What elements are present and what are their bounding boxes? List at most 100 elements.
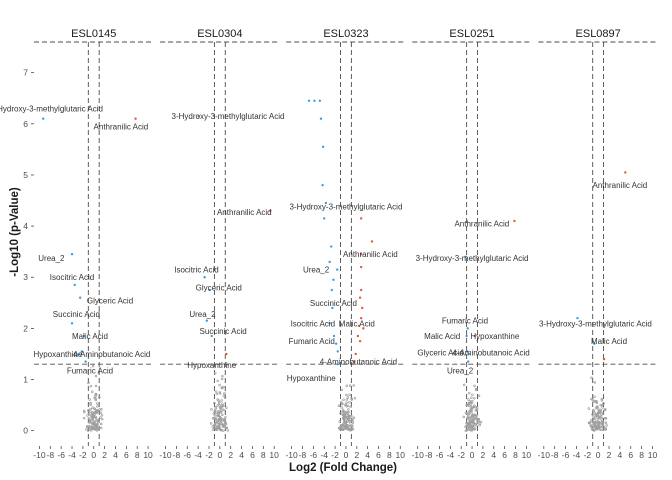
point-not-significant: [600, 418, 603, 421]
label-3-hydroxy-3-methylglutaric-acid: 3-Hydroxy-3-methylglutaric Acid: [172, 112, 285, 121]
point-not-significant: [350, 425, 353, 428]
x-tick-label: 8: [135, 450, 140, 460]
panel-esl0145: ESL0145 3-Hydroxy-3-methylglutaric Acid An…: [0, 28, 154, 460]
point-not-significant: [351, 420, 354, 423]
point-not-significant: [340, 402, 344, 405]
point-not-significant: [471, 425, 475, 429]
point-not-significant: [594, 425, 598, 429]
point-not-significant: [475, 414, 479, 417]
point-not-significant: [597, 427, 601, 430]
point-not-significant: [467, 398, 470, 401]
point-hypoxanthine: [225, 352, 228, 356]
point-not-significant: [348, 423, 351, 426]
point-urea-2: [70, 253, 74, 256]
point-not-significant: [476, 421, 480, 424]
point-not-significant: [340, 424, 344, 427]
point-not-significant: [346, 412, 350, 416]
x-tick-label: -8: [47, 450, 55, 460]
point-not-significant: [590, 397, 593, 401]
point-not-significant: [90, 421, 94, 425]
point-anthranilic-acid: [513, 219, 516, 223]
point-not-significant: [87, 420, 91, 424]
point-significant: [359, 316, 363, 320]
label-fumaric-acid: Fumaric Acid: [67, 366, 113, 375]
x-tick-label: -4: [573, 450, 581, 460]
point-significant: [332, 334, 336, 338]
y-tick-label: 3: [23, 272, 28, 282]
point-not-significant: [220, 377, 224, 381]
label-urea-2: Urea_2: [447, 366, 474, 375]
point-isocitric-acid: [73, 283, 76, 287]
x-tick-label: -2: [584, 450, 592, 460]
x-tick-label: 4: [618, 450, 623, 460]
point-not-significant: [219, 417, 223, 421]
point-not-significant: [217, 419, 221, 422]
label-4-aminobutanoic-acid: 4-Aminobutanoic Acid: [452, 348, 529, 357]
y-tick-label: 4: [23, 221, 28, 231]
point-significant: [319, 117, 323, 120]
point-not-significant: [350, 424, 354, 427]
point-not-significant: [216, 420, 219, 424]
x-tick-label: -8: [425, 450, 433, 460]
point-not-significant: [218, 392, 222, 395]
point-not-significant: [344, 415, 347, 419]
point-not-significant: [94, 426, 98, 429]
x-tick-label: 2: [607, 450, 612, 460]
point-not-significant: [85, 425, 89, 428]
point-not-significant: [87, 413, 91, 416]
point-not-significant: [340, 388, 344, 392]
point-not-significant: [223, 392, 226, 395]
panel-esl0897: ESL0897 Anthranilic Acid 3-Hydroxy-3-methy…: [538, 28, 658, 460]
point-3-hydroxy-3-methylglutaric-acid: [42, 117, 45, 120]
point-not-significant: [462, 383, 466, 387]
point-not-significant: [91, 427, 95, 431]
point-not-significant: [470, 409, 473, 412]
point-not-significant: [100, 408, 103, 411]
x-tick-label: 2: [481, 450, 486, 460]
x-tick-label: -6: [183, 450, 191, 460]
label-glyceric-acid: Glyceric Acid: [196, 283, 242, 292]
point-not-significant: [600, 428, 603, 432]
x-tick-label: -8: [551, 450, 559, 460]
point-not-significant: [348, 416, 351, 420]
y-tick-label: 2: [23, 323, 28, 333]
facet-panels: ESL0145 3-Hydroxy-3-methylglutaric Acid An…: [0, 28, 658, 460]
x-axis-title: Log2 (Fold Change): [289, 462, 397, 474]
point-not-significant: [89, 403, 92, 406]
point-not-significant: [94, 374, 98, 378]
point-not-significant: [91, 415, 95, 419]
x-tick-label: 6: [124, 450, 129, 460]
point-not-significant: [89, 407, 92, 411]
point-not-significant: [218, 415, 222, 419]
point-not-significant: [467, 413, 470, 417]
x-tick-label: -6: [57, 450, 65, 460]
point-not-significant: [603, 408, 606, 412]
point-not-significant: [347, 408, 350, 411]
point-succinic-acid: [210, 334, 213, 338]
point-not-significant: [92, 422, 95, 425]
label-fumaric-acid: Fumaric Acid: [289, 337, 335, 346]
x-tick-label: 10: [143, 450, 153, 460]
point-not-significant: [346, 418, 350, 422]
point-not-significant: [474, 414, 478, 417]
point-not-significant: [592, 415, 595, 418]
point-anthranilic-acid: [359, 253, 363, 256]
x-tick-label: 0: [217, 450, 222, 460]
point-3-hydroxy-3-methylglutaric-acid: [464, 255, 467, 258]
point-not-significant: [89, 402, 92, 405]
point-not-significant: [221, 374, 224, 378]
x-tick-label: -4: [194, 450, 202, 460]
point-fumaric-acid: [466, 327, 469, 330]
point-not-significant: [211, 428, 215, 431]
point-not-significant: [90, 417, 93, 420]
point-not-significant: [91, 364, 95, 368]
point-not-significant: [473, 404, 476, 407]
point-not-significant: [96, 402, 99, 405]
point-not-significant: [599, 403, 602, 407]
point-not-significant: [349, 405, 352, 409]
point-not-significant: [344, 421, 347, 424]
point-not-significant: [341, 428, 344, 431]
point-not-significant: [589, 424, 592, 427]
point-not-significant: [602, 402, 605, 405]
point-not-significant: [351, 418, 354, 421]
